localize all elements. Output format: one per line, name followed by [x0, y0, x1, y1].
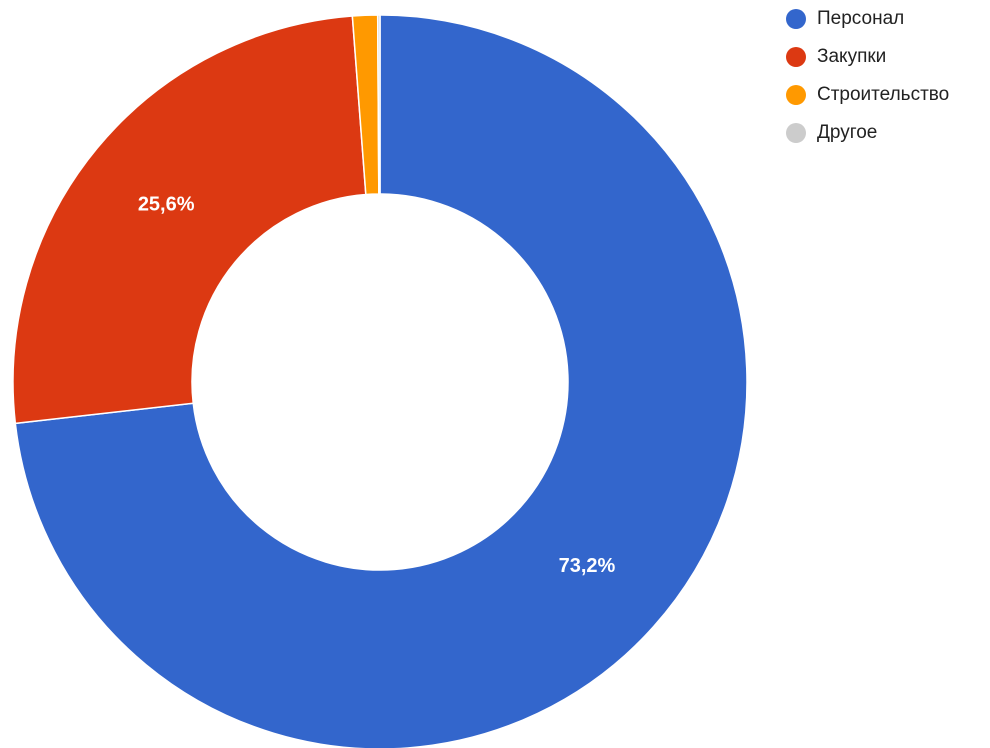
slice-label-0: 73,2% [559, 555, 616, 577]
legend-swatch-icon [786, 47, 806, 67]
slice-3[interactable] [376, 14, 381, 195]
slice-label-1: 25,6% [138, 193, 195, 215]
legend-item-3[interactable]: Другое [786, 122, 949, 143]
legend-label: Другое [817, 122, 878, 143]
legend-swatch-icon [786, 85, 806, 105]
slice-1[interactable] [12, 15, 367, 425]
slice-labels: 73,2% 25,6% [138, 193, 616, 577]
legend-label: Персонал [817, 8, 905, 29]
legend-item-1[interactable]: Закупки [786, 46, 949, 67]
legend-label: Строительство [817, 84, 950, 105]
legend-swatch-icon [786, 123, 806, 143]
donut-slices [12, 14, 748, 748]
slice-0[interactable] [14, 14, 748, 748]
legend-item-0[interactable]: Персонал [786, 8, 949, 29]
legend: Персонал Закупки Строительство Другое [786, 8, 950, 161]
legend-label: Закупки [817, 46, 887, 67]
legend-swatch-icon [786, 9, 806, 29]
legend-item-2[interactable]: Строительство [786, 84, 950, 105]
